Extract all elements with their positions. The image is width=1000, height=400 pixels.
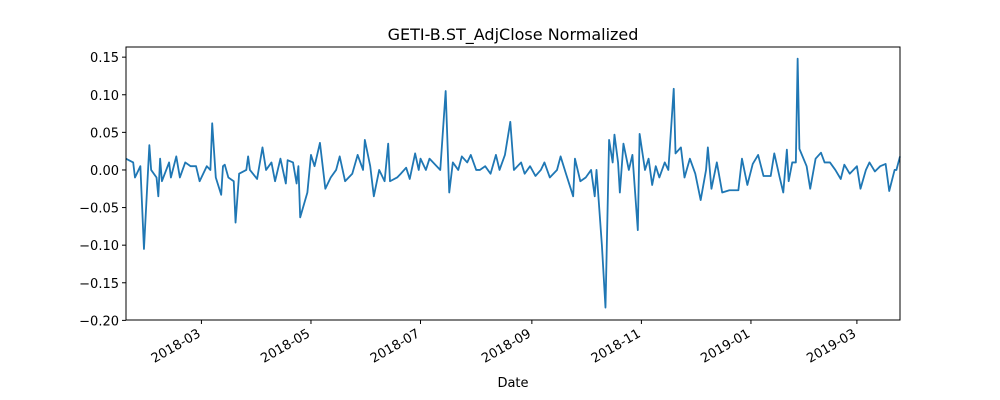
y-tick-label: 0.15 (90, 51, 119, 66)
x-axis-label: Date (497, 376, 528, 391)
y-tick-label: 0.00 (90, 164, 119, 179)
x-tick-label: 2018-09 (479, 326, 534, 366)
y-tick-label: −0.05 (79, 202, 119, 217)
chart-title: GETI-B.ST_AdjClose Normalized (388, 25, 639, 45)
x-tick-label: 2018-11 (589, 326, 644, 366)
y-tick-label: −0.15 (79, 277, 119, 292)
x-tick-label: 2019-01 (698, 326, 753, 366)
y-tick-label: −0.20 (79, 314, 119, 329)
x-tick-label: 2018-07 (368, 326, 423, 366)
data-line (125, 57, 901, 309)
y-tick-label: 0.10 (90, 89, 119, 104)
x-tick-label: 2019-03 (804, 326, 859, 366)
x-tick-label: 2018-03 (149, 326, 204, 366)
y-tick-label: −0.10 (79, 239, 119, 254)
plot-frame (125, 46, 901, 321)
x-tick-label: 2018-05 (258, 326, 313, 366)
y-tick-label: 0.05 (90, 126, 119, 141)
